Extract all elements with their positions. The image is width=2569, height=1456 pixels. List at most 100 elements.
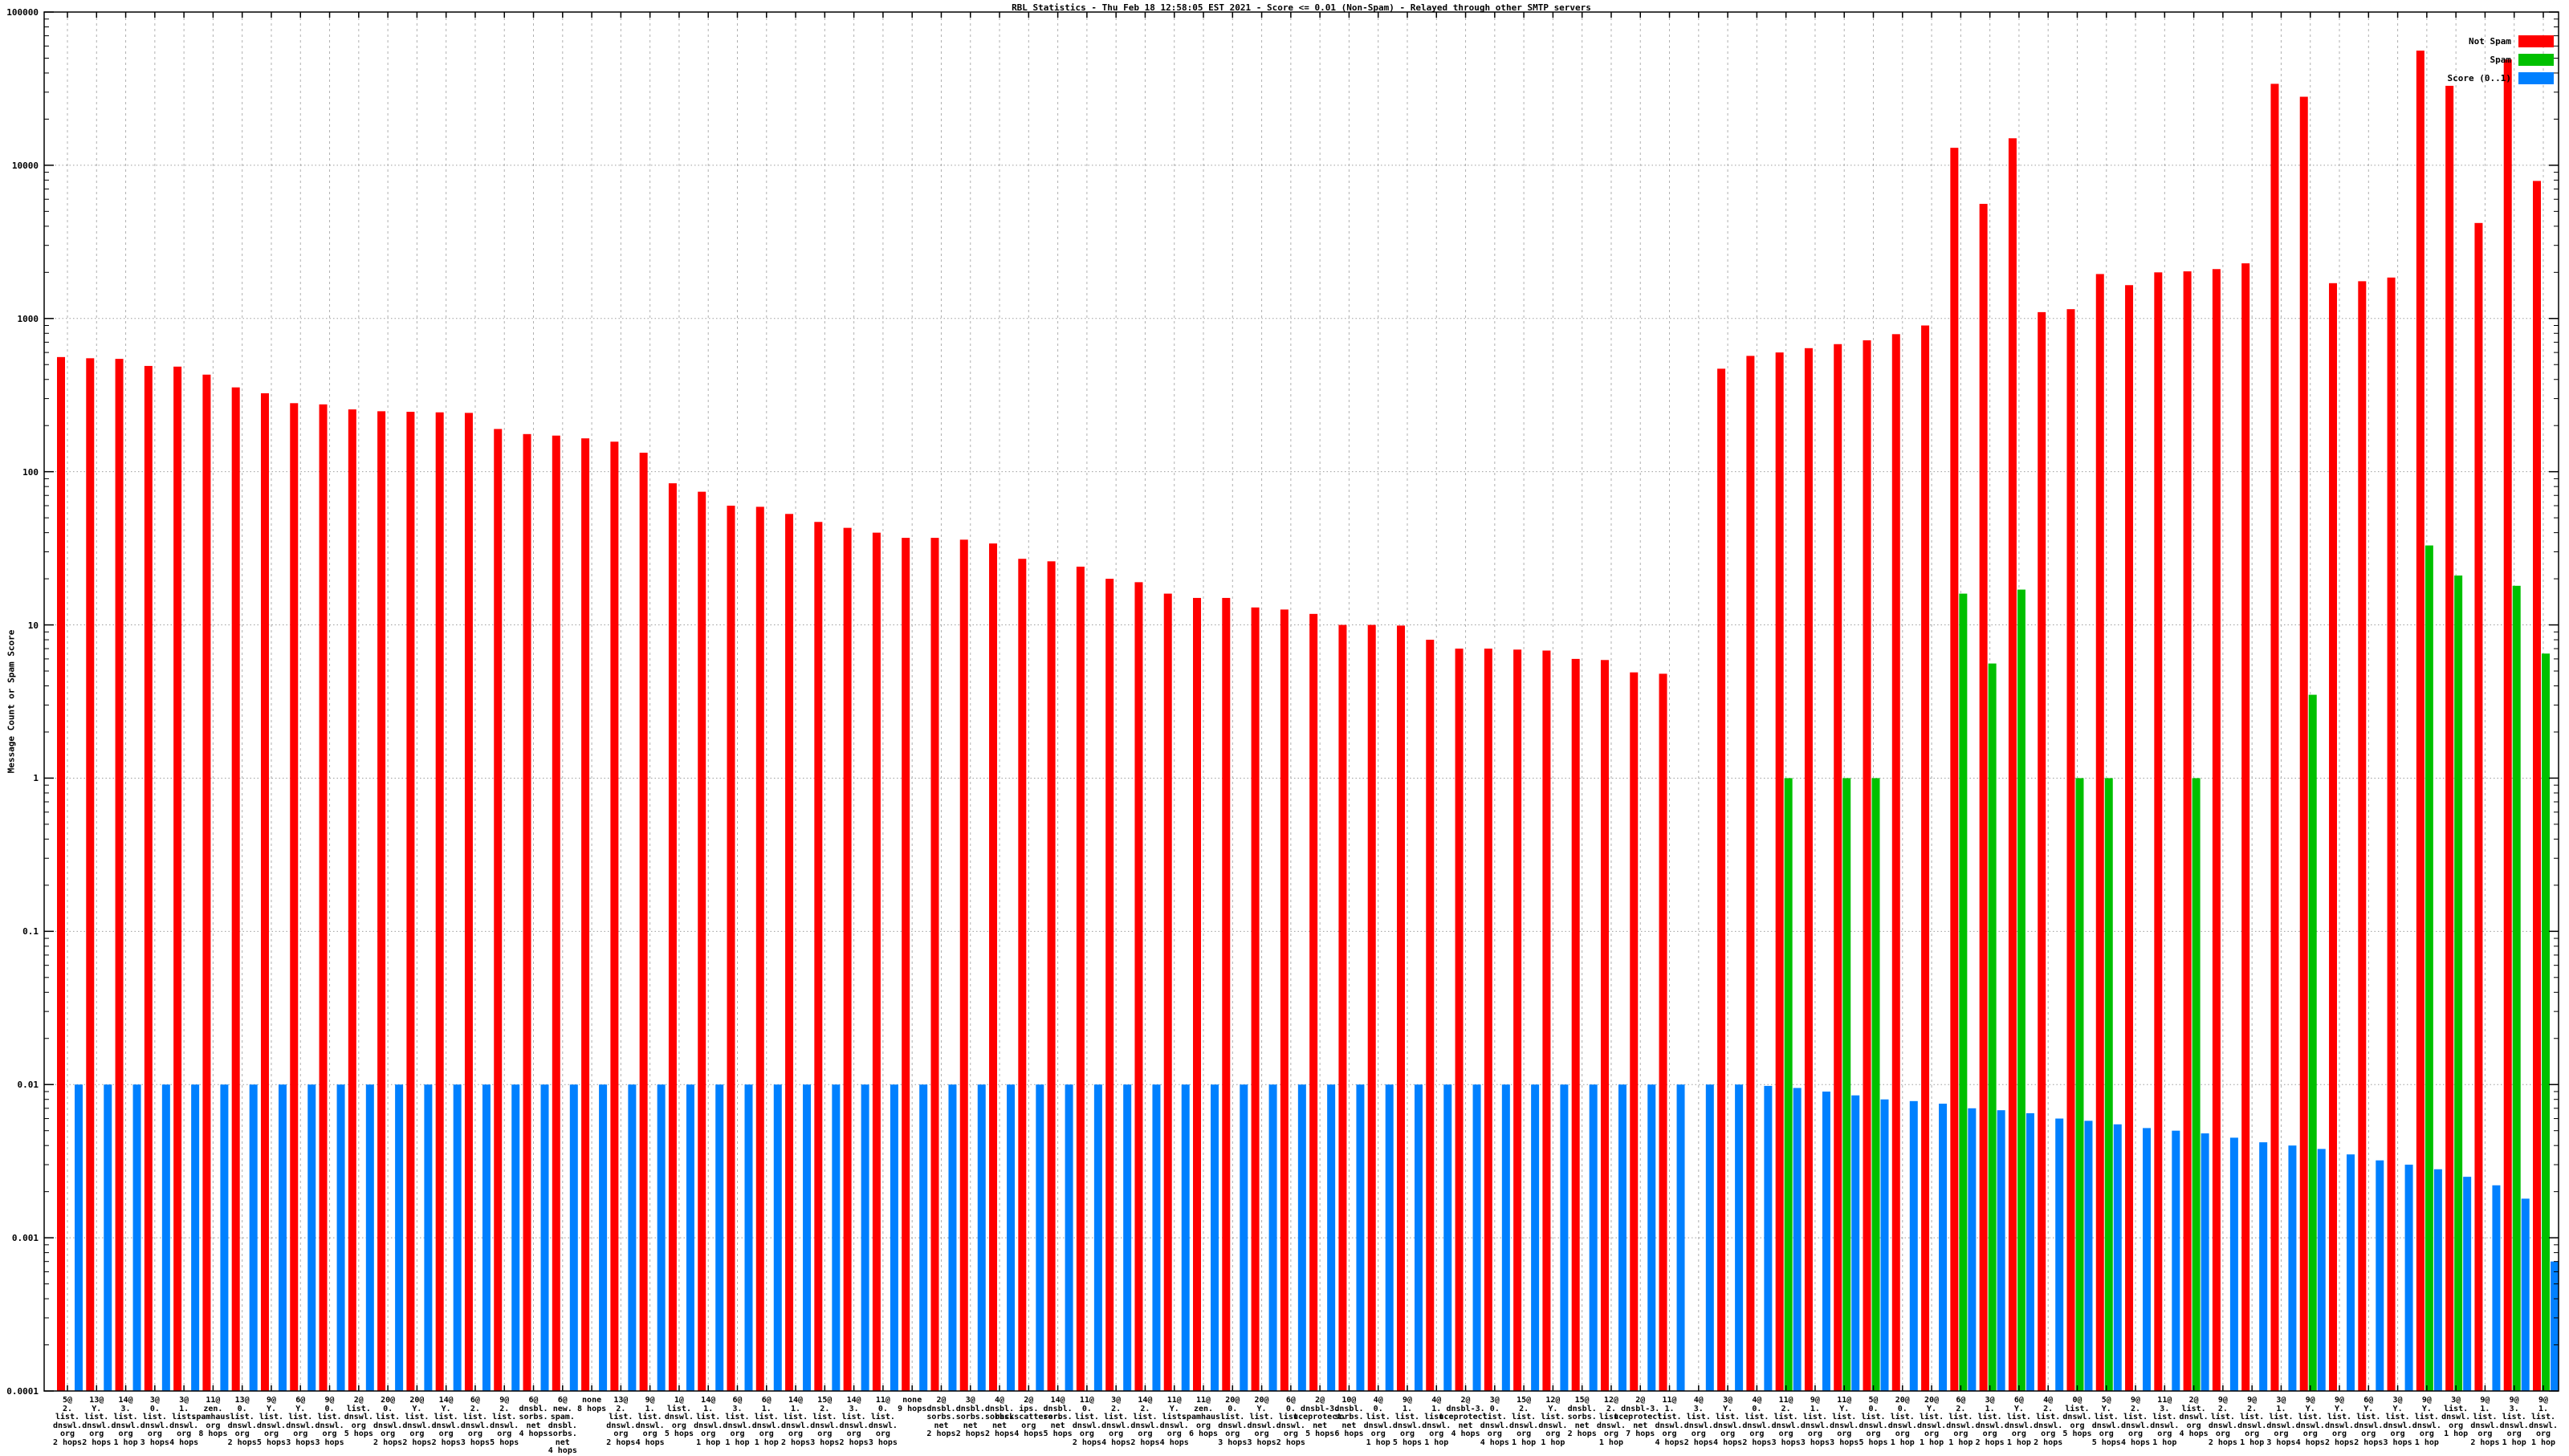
bar-not-spam: [1804, 348, 1813, 1391]
bar-not-spam: [1834, 344, 1842, 1391]
bar-not-spam: [1484, 649, 1492, 1391]
bar-score: [1414, 1084, 1423, 1391]
bar-score: [1531, 1084, 1540, 1391]
bar-score: [2113, 1124, 2122, 1391]
bar-score: [1472, 1084, 1481, 1391]
legend-item-score: Score (0..1): [2448, 72, 2554, 84]
bar-not-spam: [2241, 263, 2250, 1392]
legend-label-not-spam: Not Spam: [2469, 36, 2511, 47]
bar-not-spam: [260, 392, 269, 1391]
x-category-label: 6@ Y. list. dnswl. org 3 hops: [286, 1396, 316, 1447]
bar-not-spam: [57, 356, 65, 1391]
bar-score: [1327, 1084, 1336, 1391]
bar-not-spam: [1163, 593, 1172, 1391]
bar-not-spam: [1600, 660, 1609, 1391]
bar-not-spam: [1367, 624, 1376, 1391]
x-category-label: 20@ Y. list. dnswl. org 2 hops: [402, 1396, 432, 1447]
bar-score: [1385, 1084, 1394, 1391]
bar-spam: [1784, 778, 1793, 1391]
bar-not-spam: [1018, 559, 1027, 1391]
y-tick-label: 0.1: [22, 926, 39, 937]
bar-score: [657, 1084, 666, 1391]
x-category-label: 3@ 0. list. dnswl. org 4 hops: [1480, 1396, 1509, 1447]
bar-not-spam: [610, 441, 619, 1391]
bar-spam: [2017, 589, 2025, 1391]
bar-score: [715, 1084, 724, 1391]
bar-not-spam: [1921, 325, 1930, 1392]
x-category-label: 11@ Y. list. dnswl. org 4 hops: [1159, 1396, 1189, 1447]
x-category-label: 13@ Y. list. dnswl. org 2 hops: [82, 1396, 112, 1447]
x-category-label: 14@ Y. list. dnswl. org 2 hops: [431, 1396, 461, 1447]
x-category-label: 2@ dnsbl-3. uceprotect. net 5 hops: [1293, 1396, 1347, 1438]
x-category-label: 11@ 1. list. dnswl. org 4 hops: [1655, 1396, 1684, 1447]
bar-score: [1007, 1084, 1016, 1391]
x-category-label: 3@ dnsbl. sorbs. net 2 hops: [955, 1396, 985, 1438]
bar-spam: [2192, 778, 2201, 1391]
bar-score: [2172, 1130, 2180, 1391]
x-category-label: 3@ Y. list. dnswl. org 4 hops: [1713, 1396, 1743, 1447]
bar-score: [2404, 1165, 2413, 1391]
bar-score: [1211, 1084, 1219, 1391]
x-category-label: 9@ 1. list. dnswl. org 3 hops: [1800, 1396, 1830, 1447]
bar-not-spam: [2299, 96, 2308, 1392]
bar-score: [511, 1084, 520, 1391]
bar-not-spam: [2503, 59, 2512, 1391]
bar-spam: [2542, 653, 2550, 1391]
x-category-label: 9@ Y. list. dnswl. org 4 hops: [2295, 1396, 2325, 1447]
x-category-label: 9@ 3. list. dnswl. org 1 hop: [2499, 1396, 2529, 1447]
bar-not-spam: [1630, 672, 1639, 1391]
x-category-label: 4@ 2. list. dnswl. org 2 hops: [2034, 1396, 2063, 1447]
bar-score: [1152, 1084, 1161, 1391]
y-tick-label: 10: [27, 620, 39, 631]
y-tick-label: 100: [22, 466, 39, 478]
bar-score: [1647, 1084, 1656, 1391]
x-category-label: 12@ 2. list. dnswl. org 1 hop: [1596, 1396, 1626, 1447]
y-tick-label: 0.0001: [6, 1386, 39, 1397]
x-category-label: 6@ 2. list. dnswl. org 1 hop: [1946, 1396, 1976, 1447]
x-category-label: 6@ 2. list. dnswl. org 3 hops: [460, 1396, 490, 1447]
bar-score: [2551, 1261, 2559, 1391]
bar-not-spam: [2474, 222, 2483, 1392]
bar-not-spam: [1193, 597, 1202, 1391]
bar-score: [2376, 1160, 2384, 1391]
x-category-label: 9@ 2. list. dnswl. org 4 hops: [2120, 1396, 2151, 1447]
x-category-label: 6@ Y. list. dnswl. org 2 hops: [2354, 1396, 2384, 1447]
x-category-label: 6@ 1. list. dnswl. org 1 hop: [751, 1396, 781, 1447]
bar-score: [2201, 1133, 2209, 1391]
bar-not-spam: [755, 506, 764, 1391]
bar-not-spam: [1076, 566, 1085, 1391]
bar-not-spam: [639, 453, 648, 1391]
bar-not-spam: [1105, 579, 1114, 1391]
x-category-label: 2@ ips. backscatterer. org 4 hops: [995, 1396, 1063, 1438]
x-category-label: 3@ 0. list. dnswl. org 3 hops: [140, 1396, 169, 1447]
bar-score: [1822, 1091, 1830, 1391]
bar-spam: [2308, 694, 2317, 1391]
x-category-label: 3@ 2. list. dnswl. org 4 hops: [1101, 1396, 1131, 1447]
x-category-label: 14@ dnsbl. sorbs. net 5 hops: [1043, 1396, 1073, 1438]
y-tick-label: 10000: [11, 160, 39, 171]
y-tick-label: 100000: [6, 7, 39, 18]
bar-not-spam: [144, 365, 153, 1391]
bar-score: [1123, 1084, 1132, 1391]
bar-not-spam: [1571, 658, 1580, 1391]
x-category-label: 10@ dnsbl. sorbs. net 6 hops: [1334, 1396, 1364, 1438]
bar-not-spam: [1746, 356, 1755, 1392]
x-category-label: 9@ Y. list. dnswl. org 1 hop: [2412, 1396, 2441, 1447]
x-category-label: 4@ dnsbl. sorbs. net 2 hops: [984, 1396, 1015, 1438]
bar-not-spam: [785, 514, 794, 1391]
x-category-label: 6@ 0. list. dnswl. org 2 hops: [1276, 1396, 1305, 1447]
bar-score: [2259, 1142, 2268, 1391]
x-category-label: 9@ 2. list. dnswl. org 5 hops: [490, 1396, 519, 1447]
bar-score: [2492, 1185, 2501, 1391]
bar-not-spam: [2533, 181, 2541, 1391]
bar-not-spam: [814, 522, 823, 1391]
x-category-label: 9@ 1. list. dnswl. org 5 hops: [1392, 1396, 1423, 1447]
bar-score: [161, 1084, 170, 1391]
bar-not-spam: [2038, 311, 2046, 1392]
legend-swatch-not-spam: [2518, 35, 2554, 47]
bar-not-spam: [2125, 285, 2134, 1392]
bar-score: [1793, 1088, 1802, 1391]
bar-spam: [1988, 663, 1997, 1391]
bar-not-spam: [2329, 283, 2338, 1392]
y-tick-label: 1: [33, 773, 39, 784]
